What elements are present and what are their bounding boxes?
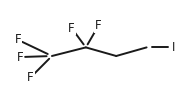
Text: F: F xyxy=(68,22,75,34)
Text: F: F xyxy=(17,51,23,64)
Text: I: I xyxy=(172,41,175,54)
Text: F: F xyxy=(27,71,34,84)
Text: F: F xyxy=(95,19,102,32)
Text: F: F xyxy=(15,33,21,46)
